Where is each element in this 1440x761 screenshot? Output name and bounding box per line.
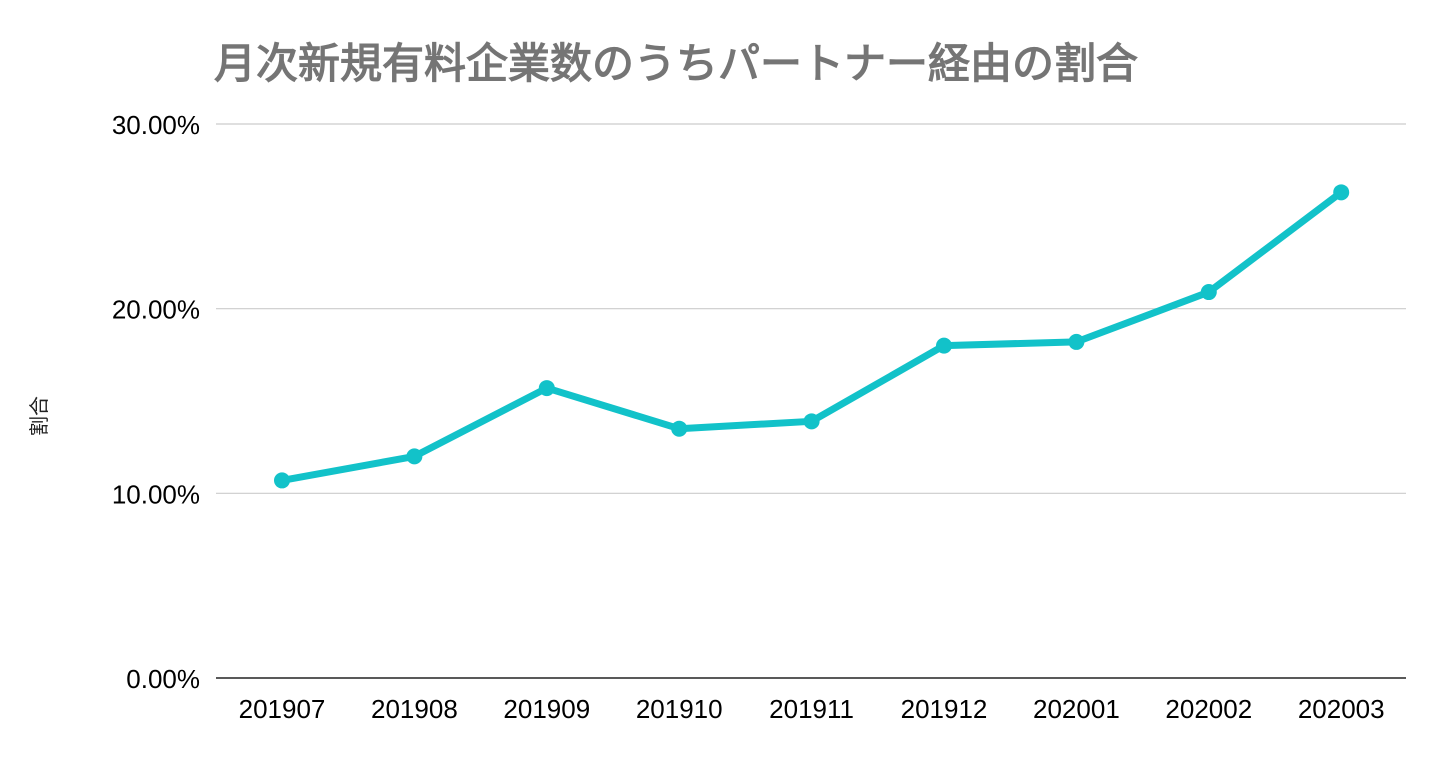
gridlines <box>216 123 1406 494</box>
x-tick-label: 201909 <box>503 694 590 724</box>
x-tick-label: 201907 <box>239 694 326 724</box>
data-point <box>1200 284 1217 301</box>
chart-title: 月次新規有料企業数のうちパートナー経由の割合 <box>214 39 1139 88</box>
x-tick-label: 201908 <box>371 694 458 724</box>
data-point <box>406 448 423 465</box>
y-axis-label: 割合 <box>27 396 51 436</box>
x-tick-label: 202002 <box>1165 694 1252 724</box>
x-tick-label: 201912 <box>901 694 988 724</box>
series-layer <box>274 184 1350 489</box>
data-point <box>671 420 688 437</box>
y-tick-label: 20.00% <box>112 295 200 325</box>
y-tick-label: 30.00% <box>112 110 200 140</box>
data-point <box>538 380 555 397</box>
tick-labels: 0.00% 10.00% 20.00% 30.00% 201907 201908 20190… <box>112 110 1385 724</box>
data-point <box>803 413 820 430</box>
x-tick-label: 202001 <box>1033 694 1120 724</box>
y-tick-label: 10.00% <box>112 479 200 509</box>
series-line <box>278 188 1345 484</box>
x-tick-label: 201911 <box>769 694 854 724</box>
y-tick-label: 0.00% <box>126 664 200 694</box>
x-tick-label: 202003 <box>1298 694 1385 724</box>
data-point <box>1333 184 1350 201</box>
x-tick-label: 201910 <box>636 694 723 724</box>
data-point <box>1068 333 1085 350</box>
data-point <box>936 337 952 354</box>
data-point <box>274 472 290 489</box>
